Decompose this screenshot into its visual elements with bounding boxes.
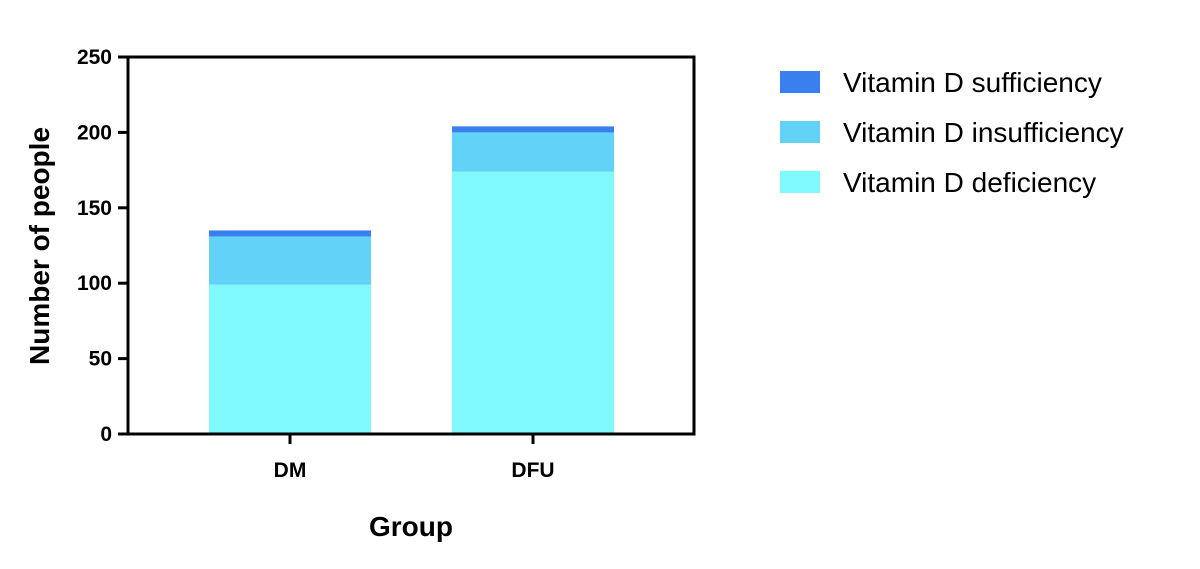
y-tick-label: 150 (77, 197, 112, 220)
legend-swatch (780, 121, 820, 143)
legend-label: Vitamin D insufficiency (843, 117, 1124, 148)
plot-frame (126, 55, 696, 436)
x-tick-label: DFU (511, 459, 554, 482)
axis-layer: 0 50 100 150 200 250 DM DFU (77, 46, 696, 482)
bar-dm-series-2 (209, 230, 371, 237)
y-tick-label: 0 (100, 423, 112, 446)
bars-layer (209, 126, 614, 434)
x-tick-label: DM (274, 459, 307, 482)
y-tick-label: 50 (89, 348, 112, 371)
y-tick-label: 200 (77, 121, 112, 144)
x-axis-title: Group (369, 511, 453, 542)
y-axis-title: Number of people (24, 127, 55, 365)
legend-swatch (780, 171, 820, 193)
bar-dm-series-1 (209, 236, 371, 285)
legend-swatch (780, 71, 820, 93)
bar-dfu-series-2 (452, 126, 614, 133)
legend-label: Vitamin D deficiency (843, 167, 1096, 198)
bar-dfu-series-0 (452, 171, 614, 434)
y-tick-label: 100 (77, 272, 112, 295)
legend: Vitamin D sufficiency Vitamin D insuffici… (780, 67, 1124, 198)
bar-dfu-series-1 (452, 132, 614, 172)
bar-dm-series-0 (209, 284, 371, 434)
y-tick-label: 250 (77, 46, 112, 69)
legend-label: Vitamin D sufficiency (843, 67, 1102, 98)
